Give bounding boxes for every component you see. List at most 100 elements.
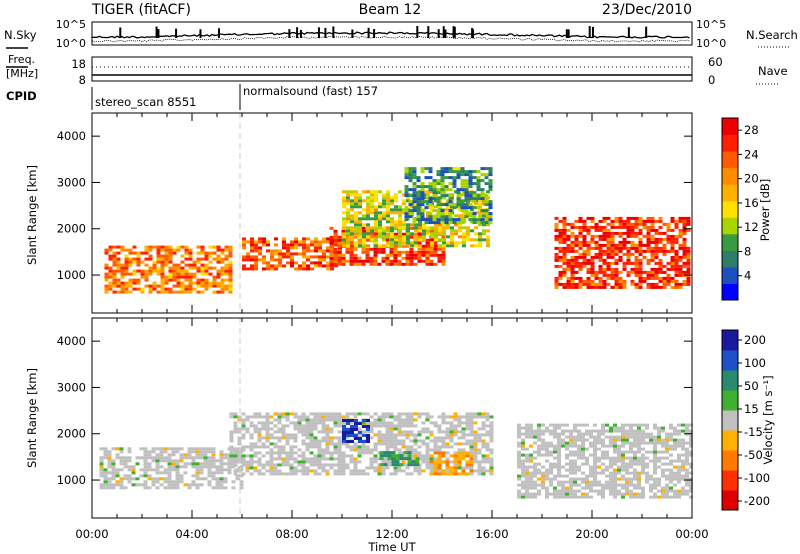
heatmap-cell: [466, 232, 470, 236]
heatmap-cell: [661, 489, 665, 493]
heatmap-cell: [398, 223, 402, 227]
heatmap-cell: [257, 421, 262, 425]
heatmap-cell: [681, 441, 685, 445]
heatmap-cell: [417, 445, 422, 449]
heatmap-cell: [417, 256, 422, 260]
heatmap-cell: [417, 439, 422, 443]
heatmap-cell: [215, 477, 220, 481]
heatmap-cell: [370, 205, 374, 209]
heatmap-cell: [598, 249, 603, 253]
heatmap-cell: [452, 206, 457, 210]
heatmap-cell: [365, 253, 370, 257]
heatmap-cell: [581, 432, 585, 436]
heatmap-cell: [289, 433, 294, 437]
heatmap-cell: [597, 456, 601, 460]
heatmap-cell: [313, 421, 318, 425]
heatmap-cell: [341, 262, 346, 266]
heatmap-cell: [633, 435, 637, 439]
heatmap-cell: [661, 444, 665, 448]
heatmap-cell: [622, 267, 627, 271]
heatmap-cell: [204, 263, 209, 267]
heatmap-cell: [297, 418, 302, 422]
heatmap-cell: [465, 418, 470, 422]
heatmap-cell: [321, 469, 326, 473]
heatmap-cell: [285, 451, 290, 455]
heatmap-cell: [457, 457, 462, 461]
heatmap-cell: [533, 483, 537, 487]
heatmap-cell: [112, 278, 117, 282]
heatmap-cell: [116, 278, 121, 282]
heatmap-cell: [301, 454, 306, 458]
heatmap-cell: [573, 480, 577, 484]
heatmap-cell: [613, 459, 617, 463]
heatmap-cell: [428, 206, 433, 210]
heatmap-cell: [589, 429, 593, 433]
heatmap-cell: [649, 438, 653, 442]
heatmap-cell: [156, 269, 161, 273]
heatmap-cell: [377, 247, 382, 251]
heatmap-cell: [281, 433, 286, 437]
heatmap-cell: [601, 483, 605, 487]
heatmap-cell: [289, 448, 294, 452]
heatmap-cell: [350, 232, 354, 236]
heatmap-cell: [621, 483, 625, 487]
heatmap-cell: [437, 472, 442, 476]
heatmap-cell: [662, 282, 667, 286]
heatmap-cell: [462, 241, 466, 245]
heatmap-cell: [175, 474, 180, 478]
heatmap-cell: [581, 447, 585, 451]
heatmap-cell: [318, 258, 322, 262]
heatmap-cell: [469, 451, 474, 455]
heatmap-cell: [120, 263, 125, 267]
heatmap-cell: [207, 450, 212, 454]
heatmap-cell: [449, 439, 454, 443]
heatmap-cell: [460, 167, 465, 171]
heatmap-cell: [488, 182, 493, 186]
heatmap-cell: [602, 237, 607, 241]
heatmap-cell: [337, 439, 342, 443]
heatmap-cell: [373, 247, 378, 251]
heatmap-cell: [417, 433, 422, 437]
heatmap-cell: [119, 456, 124, 460]
heatmap-cell: [565, 492, 569, 496]
heatmap-cell: [420, 182, 425, 186]
heatmap-cell: [128, 272, 133, 276]
heatmap-cell: [614, 231, 619, 235]
heatmap-cell: [633, 492, 637, 496]
heatmap-cell: [574, 225, 579, 229]
heatmap-cell: [365, 259, 370, 263]
heatmap-cell: [241, 463, 246, 467]
heatmap-cell: [412, 218, 417, 222]
heatmap-cell: [440, 215, 445, 219]
heatmap-cell: [582, 219, 587, 223]
heatmap-cell: [464, 215, 469, 219]
heatmap-cell: [637, 471, 641, 475]
heatmap-cell: [594, 225, 599, 229]
heatmap-cell: [445, 415, 450, 419]
heatmap-cell: [123, 477, 128, 481]
heatmap-cell: [681, 447, 685, 451]
heatmap-cell: [441, 439, 446, 443]
heatmap-cell: [382, 205, 386, 209]
heatmap-cell: [132, 287, 137, 291]
heatmap-cell: [326, 264, 330, 268]
heatmap-cell: [224, 245, 229, 249]
time-axis-label: Time UT: [367, 540, 416, 554]
heatmap-cell: [103, 456, 108, 460]
heatmap-cell: [408, 215, 413, 219]
heatmap-cell: [462, 232, 466, 236]
heatmap-cell: [313, 472, 318, 476]
heatmap-cell: [99, 465, 104, 469]
heatmap-cell: [188, 281, 193, 285]
heatmap-cell: [200, 266, 205, 270]
heatmap-cell: [358, 205, 362, 209]
heatmap-cell: [107, 450, 112, 454]
heatmap-cell: [168, 260, 173, 264]
heatmap-cell: [365, 448, 370, 452]
heatmap-cell: [585, 474, 589, 478]
heatmap-cell: [374, 193, 378, 197]
heatmap-cell: [686, 261, 691, 265]
heatmap-cell: [618, 243, 623, 247]
heatmap-cell: [537, 471, 541, 475]
